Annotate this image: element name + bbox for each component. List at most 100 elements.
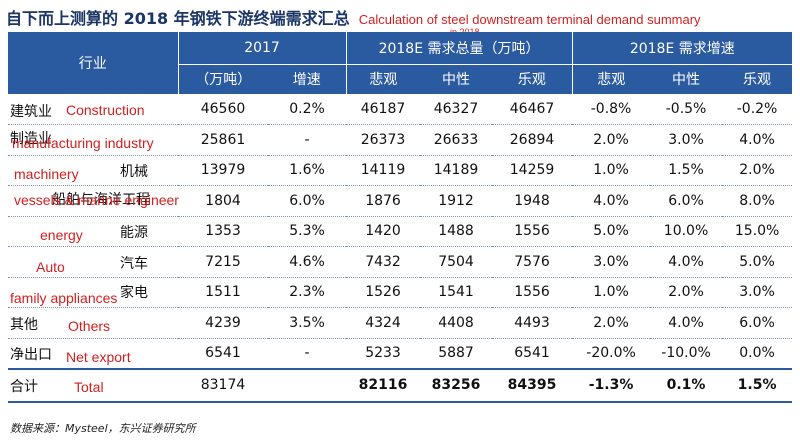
row-label: 建筑业 Construction — [8, 94, 178, 125]
cell-total-optimistic: 1556 — [492, 216, 573, 247]
cell-2017-value: 1804 — [178, 185, 268, 217]
header-total-demand: 2018E 需求总量（万吨） — [346, 32, 573, 64]
cell-2017-value: 13979 — [178, 155, 268, 186]
cell-growth-optimistic: 6.0% — [722, 307, 793, 339]
cell-total-neutral: 83256 — [420, 367, 493, 403]
cell-growth-optimistic: -0.2% — [722, 94, 793, 125]
cell-total-neutral: 1912 — [420, 185, 493, 217]
row-label-en: family appliances — [10, 289, 118, 306]
cell-2017-value: 6541 — [178, 338, 268, 369]
cell-growth-neutral: 1.5% — [650, 155, 723, 186]
cell-total-neutral: 4408 — [420, 307, 493, 339]
cell-total-pessimistic: 14119 — [346, 155, 421, 186]
cell-total-pessimistic: 1526 — [346, 277, 421, 308]
cell-2017-value: 1511 — [178, 277, 268, 308]
cell-total-neutral: 1488 — [420, 216, 493, 247]
steel-demand-table: 行业 2017 2018E 需求总量（万吨） 2018E 需求增速 （万吨） 增… — [8, 32, 793, 403]
cell-total-neutral: 14189 — [420, 155, 493, 186]
row-label: 制造业 manufacturing industry — [8, 124, 178, 156]
cell-2017-growth: 6.0% — [268, 185, 347, 217]
cell-growth-optimistic: 15.0% — [722, 216, 793, 247]
cell-growth-neutral: -10.0% — [650, 338, 723, 369]
header-growth-pessimistic: 悲观 — [572, 63, 651, 94]
row-label-cn: 建筑业 — [10, 104, 52, 120]
header-2017: 2017 — [178, 32, 347, 64]
row-label: 净出口 Net export — [8, 338, 178, 369]
cell-total-pessimistic: 46187 — [346, 94, 421, 125]
row-label-cn: 净出口 — [10, 346, 52, 363]
row-label-cn: 能源 — [120, 224, 148, 241]
cell-2017-value: 83174 — [178, 367, 268, 403]
data-source: 数据来源：Mysteel，东兴证券研究所 — [10, 422, 196, 435]
header-industry: 行业 — [8, 32, 179, 94]
row-label: Auto 汽车 — [8, 246, 178, 278]
cell-growth-neutral: 0.1% — [650, 367, 723, 403]
cell-total-pessimistic: 7432 — [346, 246, 421, 278]
cell-total-optimistic: 84395 — [492, 367, 573, 403]
table-row: 船舶与海洋工程 vessels & marine engineer 1804 6… — [8, 185, 793, 217]
header-growth-neutral: 中性 — [650, 63, 723, 94]
cell-2017-growth — [268, 367, 347, 403]
row-label: 合计 Total — [8, 367, 178, 403]
cell-2017-growth: 3.5% — [268, 307, 347, 339]
row-label-cn: 汽车 — [120, 256, 148, 272]
cell-growth-optimistic: 2.0% — [722, 155, 793, 186]
table-row: 制造业 manufacturing industry 25861 - 26373… — [8, 124, 793, 156]
cell-growth-pessimistic: -0.8% — [572, 94, 651, 125]
table-row-total: 合计 Total 83174 82116 83256 84395 -1.3% 0… — [8, 367, 793, 403]
header-growth: 增速 — [268, 63, 347, 94]
title-chinese: 自下而上测算的 2018 年钢铁下游终端需求汇总 — [6, 9, 350, 28]
table-row: machinery 机械 13979 1.6% 14119 14189 1425… — [8, 155, 793, 186]
cell-growth-pessimistic: -20.0% — [572, 338, 651, 369]
cell-growth-pessimistic: 1.0% — [572, 277, 651, 308]
header-demand-growth: 2018E 需求增速 — [572, 32, 793, 64]
cell-growth-pessimistic: 4.0% — [572, 185, 651, 217]
header-optimistic: 乐观 — [492, 63, 573, 94]
row-label-cn: 合计 — [10, 378, 38, 395]
cell-total-optimistic: 14259 — [492, 155, 573, 186]
cell-total-pessimistic: 1420 — [346, 216, 421, 247]
row-label: 船舶与海洋工程 vessels & marine engineer — [8, 185, 179, 217]
cell-total-neutral: 26633 — [420, 124, 493, 156]
cell-2017-value: 4239 — [178, 307, 268, 339]
cell-growth-optimistic: 4.0% — [722, 124, 793, 156]
header-growth-optimistic: 乐观 — [722, 63, 793, 94]
cell-2017-growth: 2.3% — [268, 277, 347, 308]
cell-total-pessimistic: 26373 — [346, 124, 421, 156]
row-label-en: Others — [68, 318, 111, 334]
cell-growth-pessimistic: 2.0% — [572, 124, 651, 156]
title-english: Calculation of steel downstream terminal… — [358, 12, 701, 27]
cell-total-neutral: 5887 — [420, 338, 493, 369]
cell-growth-pessimistic: 3.0% — [572, 246, 651, 278]
table-header: 行业 2017 2018E 需求总量（万吨） 2018E 需求增速 （万吨） 增… — [8, 32, 793, 94]
cell-total-neutral: 46327 — [420, 94, 493, 125]
row-label-en: Total — [74, 378, 104, 395]
cell-total-pessimistic: 1876 — [346, 185, 421, 217]
row-label-cn: 家电 — [120, 284, 148, 301]
cell-2017-growth: - — [268, 124, 347, 156]
cell-2017-value: 46560 — [178, 94, 268, 125]
cell-growth-optimistic: 8.0% — [722, 185, 793, 217]
row-label: machinery 机械 — [8, 155, 178, 186]
cell-growth-neutral: -0.5% — [650, 94, 723, 125]
cell-2017-growth: 4.6% — [268, 246, 347, 278]
cell-growth-optimistic: 5.0% — [722, 246, 793, 278]
cell-growth-pessimistic: -1.3% — [572, 367, 651, 403]
header-neutral: 中性 — [420, 63, 493, 94]
table-row: 其他 Others 4239 3.5% 4324 4408 4493 2.0% … — [8, 307, 793, 339]
header-pessimistic: 悲观 — [346, 63, 421, 94]
table-row: Auto 汽车 7215 4.6% 7432 7504 7576 3.0% 4.… — [8, 246, 793, 278]
table-row: 建筑业 Construction 46560 0.2% 46187 46327 … — [8, 94, 793, 125]
table-body: 建筑业 Construction 46560 0.2% 46187 46327 … — [8, 94, 793, 403]
cell-total-pessimistic: 4324 — [346, 307, 421, 339]
table-title: 自下而上测算的 2018 年钢铁下游终端需求汇总 Calculation of … — [6, 5, 701, 29]
cell-total-neutral: 7504 — [420, 246, 493, 278]
cell-total-neutral: 1541 — [420, 277, 493, 308]
cell-2017-value: 1353 — [178, 216, 268, 247]
row-label: energy 能源 — [8, 216, 178, 247]
row-label-en: manufacturing industry — [12, 135, 154, 151]
row-label-en: vessels & marine engineer — [14, 192, 179, 208]
cell-total-optimistic: 7576 — [492, 246, 573, 278]
cell-total-optimistic: 1556 — [492, 277, 573, 308]
cell-2017-growth: 0.2% — [268, 94, 347, 125]
